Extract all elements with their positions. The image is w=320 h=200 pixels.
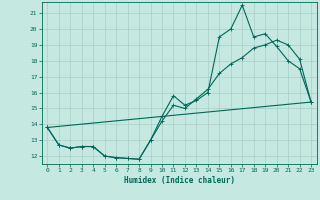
X-axis label: Humidex (Indice chaleur): Humidex (Indice chaleur) [124,176,235,185]
